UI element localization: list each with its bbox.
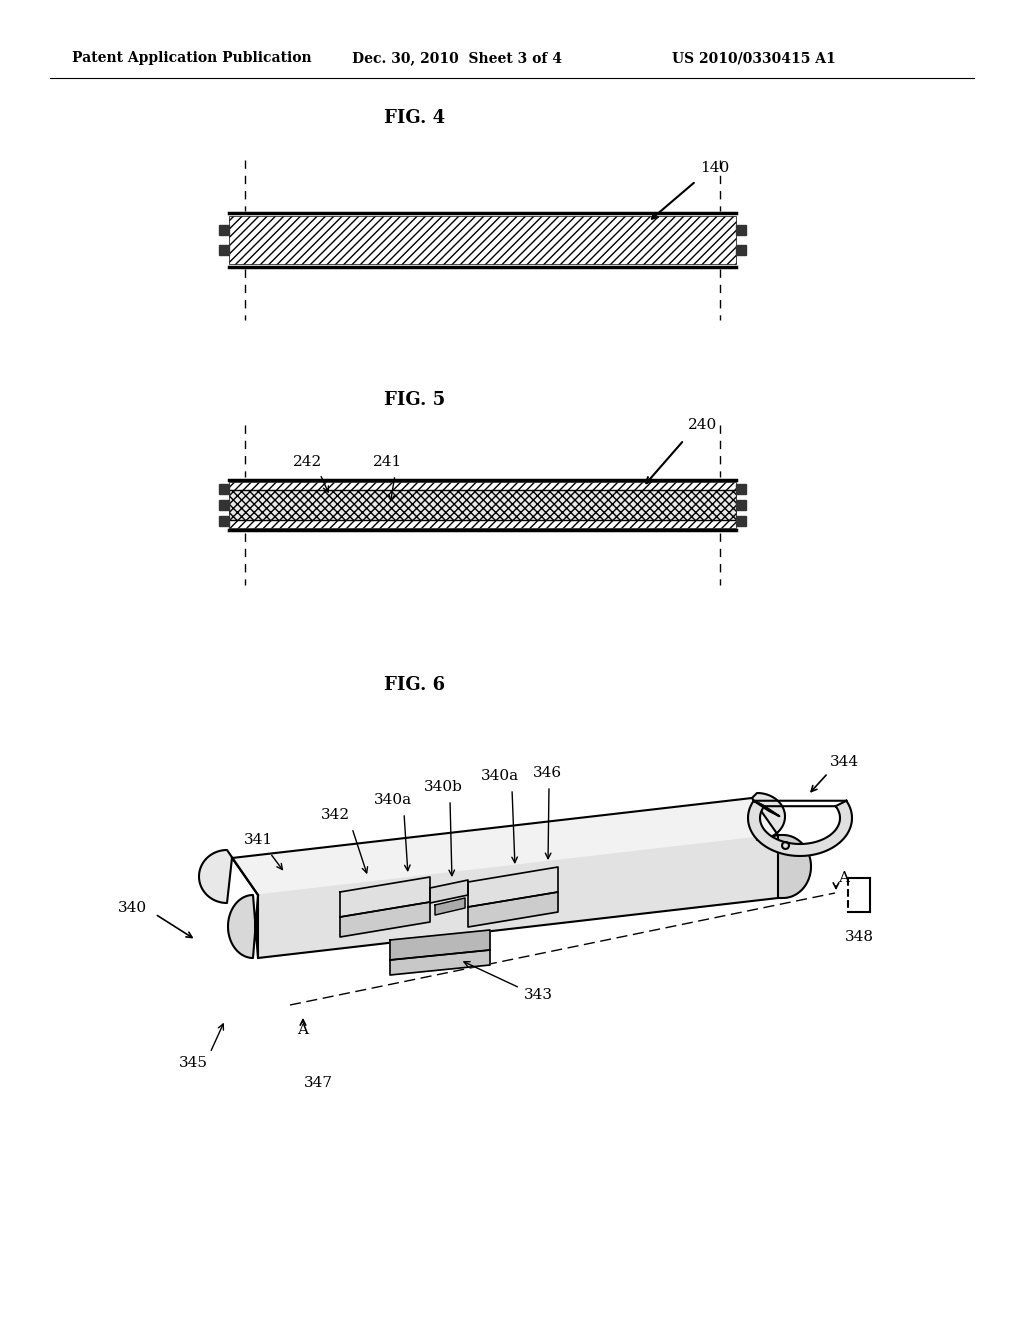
Text: A: A [298,1023,308,1038]
Text: FIG. 6: FIG. 6 [384,676,445,694]
Text: A: A [838,871,849,884]
Polygon shape [232,799,778,895]
Text: 340a: 340a [374,793,412,807]
Text: US 2010/0330415 A1: US 2010/0330415 A1 [672,51,836,65]
Text: 241: 241 [374,455,402,469]
Polygon shape [340,902,430,937]
Text: 344: 344 [830,755,859,770]
Polygon shape [736,484,746,494]
Polygon shape [754,801,779,816]
Polygon shape [219,516,229,525]
Polygon shape [228,895,258,958]
Text: 140: 140 [700,161,729,176]
Text: 347: 347 [303,1076,333,1090]
Polygon shape [778,836,811,898]
Text: 242: 242 [293,455,323,469]
Polygon shape [736,516,746,525]
Bar [229,490,736,520]
Polygon shape [435,898,465,915]
Text: 345: 345 [178,1056,208,1071]
Bar [229,520,736,528]
Text: 240: 240 [688,418,717,432]
Text: FIG. 4: FIG. 4 [384,110,445,127]
Polygon shape [736,246,746,255]
Polygon shape [752,793,785,840]
Polygon shape [219,484,229,494]
Text: 340: 340 [118,902,147,915]
Polygon shape [219,500,229,510]
Polygon shape [199,850,258,903]
Polygon shape [468,867,558,907]
Polygon shape [258,836,778,958]
Bar [229,482,736,490]
Polygon shape [736,224,746,235]
Polygon shape [468,892,558,927]
Text: 342: 342 [321,808,349,822]
Polygon shape [736,500,746,510]
Polygon shape [430,880,468,903]
Text: 340b: 340b [424,780,463,795]
Polygon shape [219,246,229,255]
Text: 341: 341 [244,833,272,847]
Text: Patent Application Publication: Patent Application Publication [72,51,311,65]
Polygon shape [390,931,490,960]
Polygon shape [340,876,430,917]
Text: Dec. 30, 2010  Sheet 3 of 4: Dec. 30, 2010 Sheet 3 of 4 [352,51,562,65]
Bar [229,216,736,264]
Text: 348: 348 [845,931,874,944]
Text: FIG. 5: FIG. 5 [384,391,445,409]
Polygon shape [390,950,490,975]
Text: 343: 343 [523,987,553,1002]
Text: 340a: 340a [481,770,519,783]
Text: 346: 346 [532,766,561,780]
Polygon shape [219,224,229,235]
Polygon shape [748,801,852,855]
